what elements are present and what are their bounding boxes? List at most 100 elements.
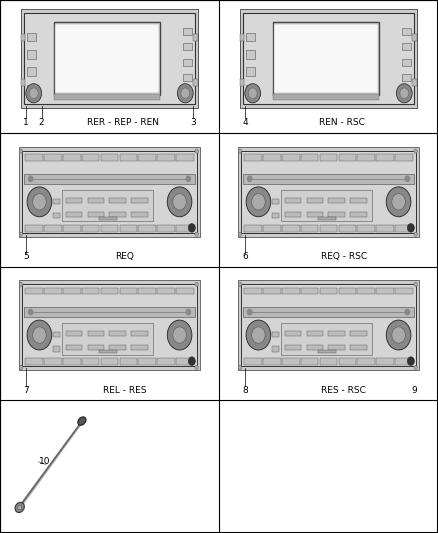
Bar <box>110 331 126 336</box>
Text: REQ: REQ <box>115 253 134 261</box>
Circle shape <box>29 88 38 99</box>
Bar <box>357 225 375 231</box>
Bar <box>301 155 318 161</box>
Bar <box>54 22 160 95</box>
Bar <box>273 94 379 100</box>
Bar <box>395 358 413 365</box>
Bar <box>246 67 255 76</box>
Circle shape <box>188 357 195 366</box>
Bar <box>328 198 345 203</box>
Bar <box>376 155 394 161</box>
Bar <box>63 358 81 365</box>
Circle shape <box>414 366 417 370</box>
Text: REN - RSC: REN - RSC <box>319 118 364 127</box>
Circle shape <box>245 84 261 103</box>
Bar <box>99 351 117 353</box>
Bar <box>263 358 281 365</box>
Circle shape <box>405 309 410 314</box>
Bar <box>110 198 126 203</box>
Bar <box>246 50 255 59</box>
Text: REL - RES: REL - RES <box>103 386 147 394</box>
Bar <box>357 358 375 365</box>
Bar <box>281 324 372 355</box>
Bar <box>25 225 43 231</box>
Text: 7: 7 <box>23 386 29 394</box>
Bar <box>285 198 301 203</box>
Bar <box>307 345 323 351</box>
Circle shape <box>188 224 195 232</box>
Bar <box>241 284 416 367</box>
Bar <box>183 74 192 81</box>
Bar <box>395 288 413 294</box>
Bar <box>285 345 301 351</box>
Bar <box>244 155 262 161</box>
Circle shape <box>252 327 265 343</box>
Circle shape <box>238 366 242 370</box>
Circle shape <box>400 88 409 99</box>
Bar <box>263 225 281 231</box>
Bar <box>22 150 197 233</box>
Bar <box>88 345 104 351</box>
Text: 10: 10 <box>39 457 51 466</box>
Circle shape <box>414 282 417 287</box>
Bar <box>193 34 198 41</box>
Text: 2: 2 <box>39 118 44 127</box>
Bar <box>282 225 300 231</box>
Circle shape <box>28 309 33 314</box>
Circle shape <box>407 357 414 366</box>
Circle shape <box>392 193 405 210</box>
Bar <box>350 331 367 336</box>
Bar <box>402 28 411 35</box>
Bar <box>25 358 43 365</box>
Bar <box>281 190 372 222</box>
Bar <box>320 225 337 231</box>
Bar <box>66 212 82 217</box>
Bar <box>66 198 82 203</box>
Bar <box>307 198 323 203</box>
Circle shape <box>238 149 242 154</box>
Ellipse shape <box>18 505 22 510</box>
Bar <box>243 13 414 104</box>
Bar <box>301 288 318 294</box>
Circle shape <box>26 84 42 103</box>
Bar <box>193 79 198 86</box>
Bar <box>157 358 175 365</box>
Bar <box>62 190 153 222</box>
Bar <box>157 288 175 294</box>
Bar <box>21 9 198 108</box>
Bar <box>183 43 192 51</box>
Bar <box>63 155 81 161</box>
Bar <box>44 225 62 231</box>
Circle shape <box>28 176 33 181</box>
Bar <box>402 74 411 81</box>
Bar <box>157 225 175 231</box>
Text: 1: 1 <box>23 118 29 127</box>
Bar <box>101 358 118 365</box>
Circle shape <box>252 193 265 210</box>
Circle shape <box>238 232 242 237</box>
Bar <box>176 155 194 161</box>
Bar <box>176 288 194 294</box>
Bar <box>318 217 336 220</box>
Bar <box>395 155 413 161</box>
Bar <box>53 199 60 204</box>
Bar <box>138 358 156 365</box>
Bar <box>138 155 156 161</box>
Bar <box>244 225 262 231</box>
Circle shape <box>195 149 198 154</box>
Bar <box>120 288 137 294</box>
Bar <box>53 213 60 219</box>
Bar <box>244 288 262 294</box>
Bar <box>88 198 104 203</box>
Bar <box>27 67 36 76</box>
Bar <box>282 155 300 161</box>
Bar <box>376 225 394 231</box>
Circle shape <box>386 187 411 217</box>
Bar <box>273 22 379 95</box>
Bar <box>88 212 104 217</box>
Circle shape <box>195 282 198 287</box>
Circle shape <box>19 282 23 287</box>
Bar <box>307 331 323 336</box>
Bar <box>339 288 356 294</box>
Text: REQ - RSC: REQ - RSC <box>321 253 367 261</box>
